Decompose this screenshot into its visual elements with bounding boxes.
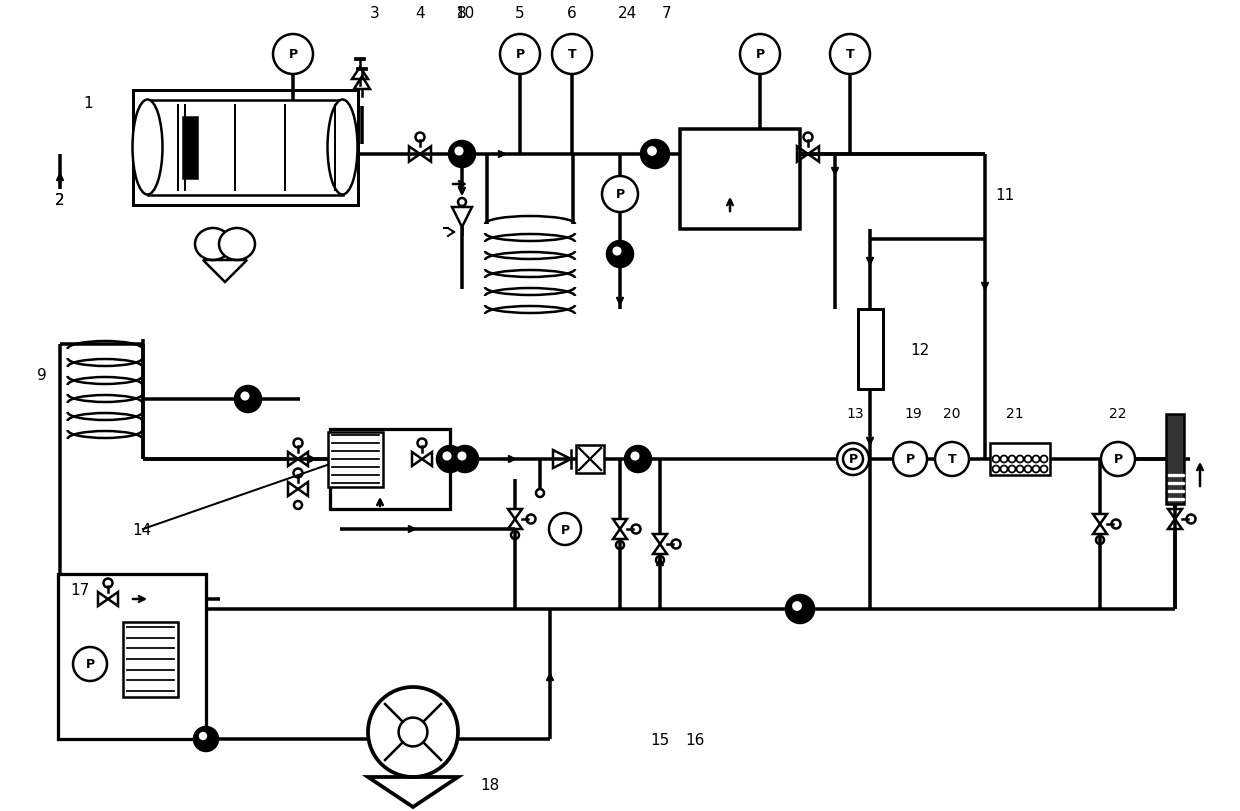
Circle shape	[443, 452, 451, 461]
Text: 4: 4	[415, 6, 425, 21]
Circle shape	[273, 35, 312, 75]
Circle shape	[73, 647, 107, 681]
Text: 9: 9	[37, 367, 47, 383]
Bar	[330, 430, 450, 509]
Circle shape	[641, 141, 670, 169]
Text: P: P	[848, 453, 858, 466]
Circle shape	[893, 443, 928, 476]
Circle shape	[1101, 443, 1135, 476]
Bar	[680, 130, 800, 230]
Circle shape	[449, 142, 475, 168]
Ellipse shape	[219, 229, 255, 260]
Bar	[58, 574, 206, 739]
Circle shape	[549, 513, 582, 545]
Circle shape	[601, 177, 639, 212]
Circle shape	[792, 602, 802, 611]
Text: 12: 12	[910, 342, 929, 358]
Text: 6: 6	[567, 6, 577, 21]
Text: 18: 18	[480, 777, 500, 792]
Text: 3: 3	[370, 6, 379, 21]
Text: 10: 10	[455, 6, 475, 21]
Bar	[1166, 414, 1184, 504]
Text: T: T	[947, 453, 956, 466]
Ellipse shape	[195, 229, 231, 260]
Text: 5: 5	[515, 6, 525, 21]
Text: 24: 24	[619, 6, 637, 21]
Text: T: T	[568, 49, 577, 62]
Circle shape	[241, 392, 249, 401]
Circle shape	[630, 452, 640, 461]
Text: P: P	[1114, 453, 1122, 466]
Circle shape	[647, 147, 657, 157]
Text: 1: 1	[83, 96, 93, 111]
Circle shape	[500, 35, 539, 75]
Text: P: P	[755, 49, 765, 62]
Circle shape	[193, 727, 218, 751]
Text: 17: 17	[71, 582, 89, 597]
Bar	[148, 101, 342, 195]
Circle shape	[837, 444, 869, 475]
Circle shape	[625, 446, 651, 473]
Bar	[577, 445, 604, 474]
Bar	[858, 310, 883, 389]
Circle shape	[368, 687, 458, 777]
Circle shape	[613, 247, 621, 256]
Text: T: T	[846, 49, 854, 62]
Ellipse shape	[133, 101, 162, 195]
Circle shape	[198, 732, 207, 740]
Text: 2: 2	[56, 193, 64, 208]
Text: 8: 8	[458, 6, 466, 21]
Circle shape	[236, 387, 260, 413]
Bar	[327, 432, 382, 487]
Text: 22: 22	[1110, 406, 1127, 420]
Bar	[123, 622, 177, 697]
Text: P: P	[289, 49, 298, 62]
Text: 21: 21	[1006, 406, 1024, 420]
Circle shape	[436, 446, 463, 473]
Text: 2: 2	[56, 193, 64, 208]
Text: P: P	[560, 523, 569, 536]
Circle shape	[935, 443, 968, 476]
Bar	[182, 118, 197, 179]
Text: 20: 20	[944, 406, 961, 420]
Bar	[990, 444, 1050, 475]
Circle shape	[552, 35, 591, 75]
Text: P: P	[615, 188, 625, 201]
Text: P: P	[905, 453, 915, 466]
Text: P: P	[86, 658, 94, 671]
Circle shape	[786, 595, 813, 623]
Circle shape	[830, 35, 870, 75]
Text: P: P	[516, 49, 525, 62]
Text: 15: 15	[650, 732, 670, 747]
Text: 11: 11	[994, 188, 1014, 203]
Circle shape	[454, 148, 464, 157]
Text: 14: 14	[133, 522, 151, 538]
Text: 13: 13	[846, 406, 864, 420]
Circle shape	[458, 452, 466, 461]
Text: 16: 16	[686, 732, 704, 747]
Circle shape	[608, 242, 632, 268]
Ellipse shape	[327, 101, 357, 195]
Bar	[133, 90, 357, 205]
Text: 7: 7	[662, 6, 672, 21]
Text: 19: 19	[904, 406, 921, 420]
Circle shape	[453, 446, 477, 473]
Circle shape	[740, 35, 780, 75]
